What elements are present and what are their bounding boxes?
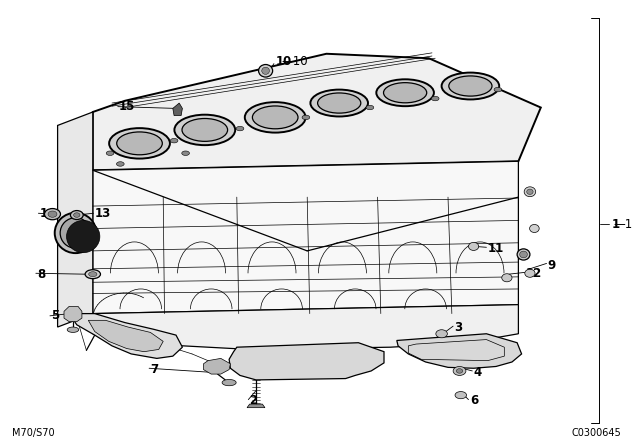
Text: 13: 13 xyxy=(95,207,111,220)
Ellipse shape xyxy=(449,76,492,96)
Text: 12: 12 xyxy=(526,267,542,280)
Polygon shape xyxy=(229,343,384,380)
Ellipse shape xyxy=(67,327,79,332)
Text: 15: 15 xyxy=(119,100,136,113)
Ellipse shape xyxy=(524,187,536,197)
Ellipse shape xyxy=(116,162,124,166)
Polygon shape xyxy=(93,305,518,349)
Ellipse shape xyxy=(262,67,269,74)
Ellipse shape xyxy=(520,251,527,258)
Ellipse shape xyxy=(455,392,467,399)
Ellipse shape xyxy=(74,213,80,217)
Ellipse shape xyxy=(174,115,236,145)
Ellipse shape xyxy=(302,115,310,120)
Ellipse shape xyxy=(317,93,361,113)
Ellipse shape xyxy=(310,90,368,116)
Polygon shape xyxy=(397,334,522,368)
Ellipse shape xyxy=(45,208,61,220)
Polygon shape xyxy=(204,358,230,374)
Ellipse shape xyxy=(106,151,114,155)
Ellipse shape xyxy=(244,102,306,133)
Text: 6: 6 xyxy=(470,394,479,408)
Ellipse shape xyxy=(453,366,466,375)
Polygon shape xyxy=(69,314,182,358)
Ellipse shape xyxy=(70,211,83,220)
Ellipse shape xyxy=(468,242,479,250)
Ellipse shape xyxy=(116,132,163,155)
Ellipse shape xyxy=(236,126,244,131)
Ellipse shape xyxy=(530,224,539,233)
Polygon shape xyxy=(64,306,82,322)
Polygon shape xyxy=(247,404,265,408)
Polygon shape xyxy=(93,54,541,170)
Ellipse shape xyxy=(85,270,100,279)
Ellipse shape xyxy=(252,106,298,129)
Ellipse shape xyxy=(182,151,189,155)
Polygon shape xyxy=(93,161,518,314)
Text: 5: 5 xyxy=(51,309,60,323)
Ellipse shape xyxy=(502,274,512,282)
Ellipse shape xyxy=(431,96,439,101)
Ellipse shape xyxy=(222,379,236,386)
Polygon shape xyxy=(173,103,182,116)
Text: M70/S70: M70/S70 xyxy=(12,428,54,438)
Ellipse shape xyxy=(55,213,96,253)
Ellipse shape xyxy=(366,105,374,110)
Ellipse shape xyxy=(442,73,499,99)
Text: 3: 3 xyxy=(454,320,463,334)
Ellipse shape xyxy=(259,65,273,77)
Text: 10: 10 xyxy=(275,55,291,69)
Ellipse shape xyxy=(170,138,178,143)
Text: C0300645: C0300645 xyxy=(571,428,621,438)
Text: 11: 11 xyxy=(488,242,504,255)
Text: —10: —10 xyxy=(282,55,308,69)
Polygon shape xyxy=(58,112,93,327)
Text: 1: 1 xyxy=(611,217,620,231)
Ellipse shape xyxy=(527,189,533,194)
Ellipse shape xyxy=(376,79,434,106)
Ellipse shape xyxy=(456,369,463,373)
Ellipse shape xyxy=(88,271,97,276)
Ellipse shape xyxy=(517,249,530,260)
Ellipse shape xyxy=(525,269,535,277)
Text: 9: 9 xyxy=(548,258,556,272)
Ellipse shape xyxy=(182,118,228,141)
Ellipse shape xyxy=(436,330,447,338)
Ellipse shape xyxy=(60,218,91,248)
Ellipse shape xyxy=(494,87,502,92)
Text: 4: 4 xyxy=(474,366,482,379)
Text: 14: 14 xyxy=(40,207,56,220)
Polygon shape xyxy=(88,320,163,352)
Ellipse shape xyxy=(48,211,57,217)
Text: 2: 2 xyxy=(250,394,258,408)
Text: 7: 7 xyxy=(150,363,159,376)
Ellipse shape xyxy=(67,220,100,253)
Text: 8: 8 xyxy=(37,267,45,281)
Ellipse shape xyxy=(383,82,427,103)
Text: —1: —1 xyxy=(613,217,632,231)
Ellipse shape xyxy=(109,128,170,159)
